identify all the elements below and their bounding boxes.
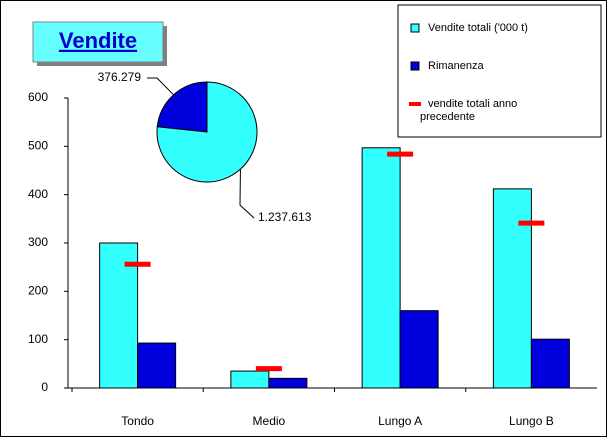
bar bbox=[361, 147, 401, 389]
bar bbox=[268, 377, 308, 389]
x-tick-label: Lungo B bbox=[509, 414, 554, 428]
x-tick-label: Medio bbox=[253, 414, 286, 428]
bar bbox=[492, 188, 532, 389]
legend-label: Rimanenza bbox=[428, 60, 485, 72]
bar bbox=[137, 342, 177, 389]
pie-slice bbox=[156, 81, 258, 183]
y-tick-label: 500 bbox=[28, 139, 48, 153]
chart-title: Vendite bbox=[59, 28, 137, 53]
y-tick-label: 200 bbox=[28, 284, 48, 298]
y-tick-label: 100 bbox=[28, 332, 48, 346]
bar bbox=[99, 242, 139, 389]
leader-line bbox=[147, 77, 174, 96]
pie-label: 376.279 bbox=[98, 70, 142, 84]
pie-label: 1.237.613 bbox=[258, 210, 312, 224]
y-tick-label: 0 bbox=[41, 380, 48, 394]
bar bbox=[530, 338, 570, 389]
y-tick-label: 600 bbox=[28, 90, 48, 104]
legend-label: Vendite totali ('000 t) bbox=[428, 22, 528, 34]
leader-line bbox=[239, 169, 255, 219]
x-tick-label: Lungo A bbox=[378, 414, 422, 428]
pie-slice bbox=[156, 81, 208, 133]
x-tick-label: Tondo bbox=[121, 414, 154, 428]
bar bbox=[230, 370, 270, 389]
legend bbox=[397, 4, 602, 138]
legend-swatch bbox=[410, 61, 420, 71]
y-tick-label: 300 bbox=[28, 235, 48, 249]
legend-swatch bbox=[410, 23, 420, 33]
y-tick-label: 400 bbox=[28, 187, 48, 201]
bar bbox=[399, 310, 439, 389]
title-box bbox=[32, 21, 164, 63]
legend-label: vendite totali anno precedente bbox=[420, 98, 517, 123]
